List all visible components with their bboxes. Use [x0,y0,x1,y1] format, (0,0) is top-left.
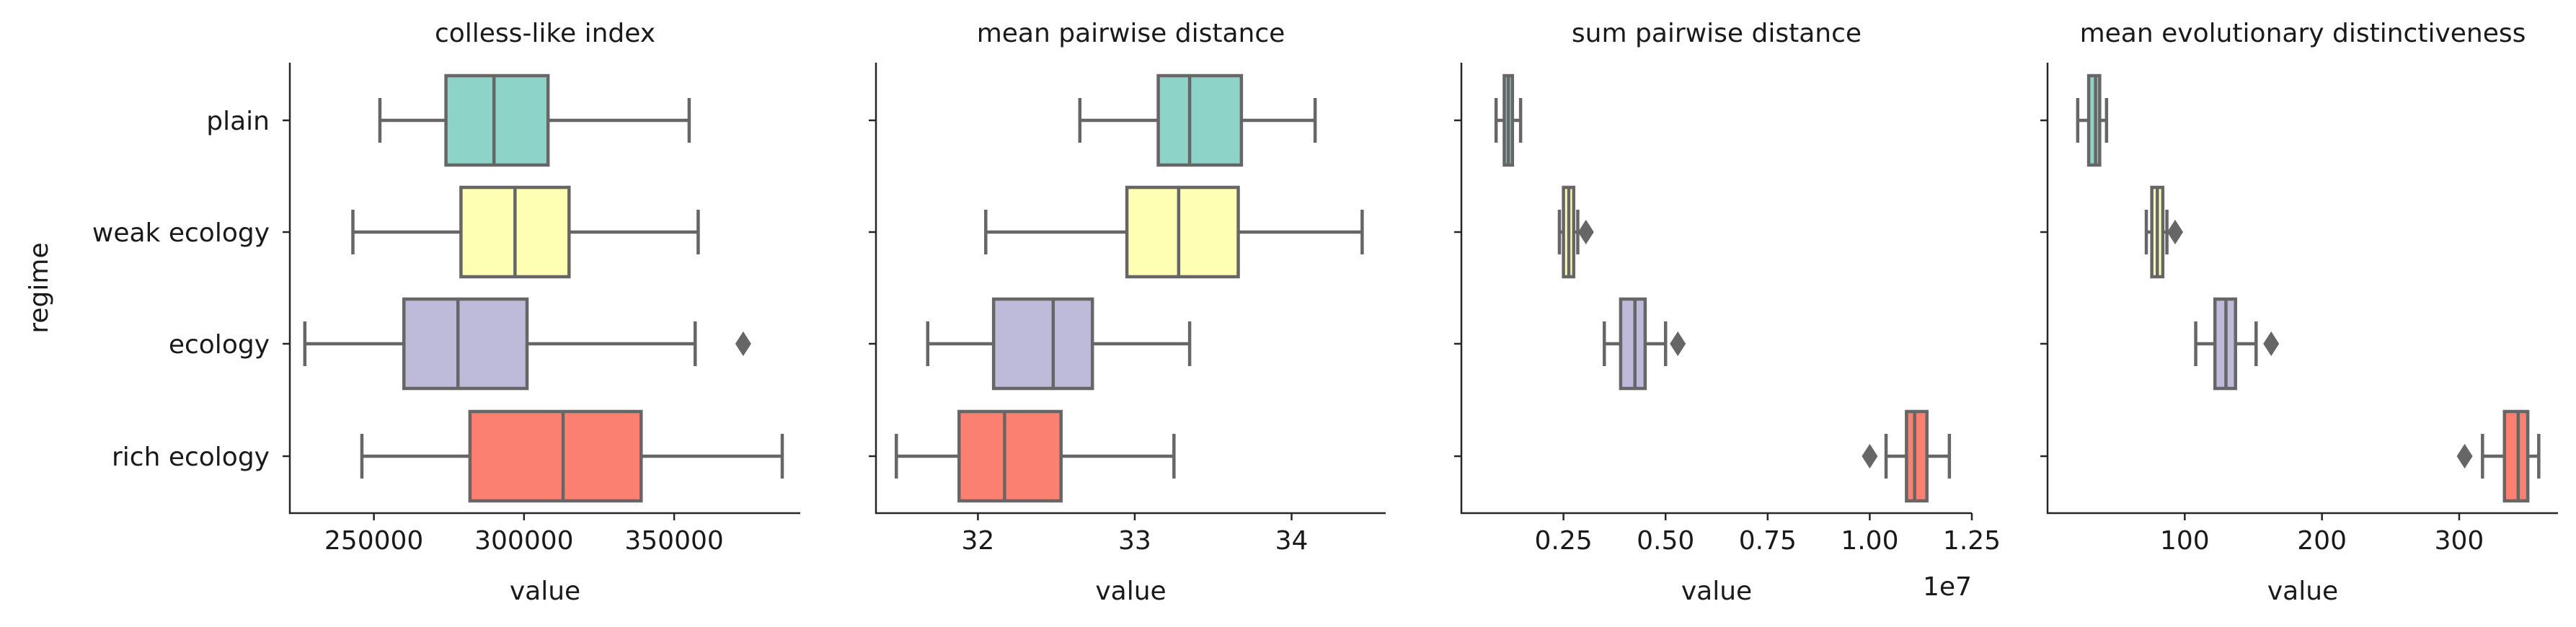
iqr-box [957,409,1063,503]
x-tick-label: 1.25 [1943,526,2001,556]
box-plain [378,74,691,167]
outlier-marker [2263,331,2280,357]
outlier-marker [2167,219,2183,245]
iqr-box [1619,297,1647,391]
box-weak-ecology [1557,185,1594,279]
outlier-marker [2456,443,2473,469]
iqr-box [1125,185,1240,279]
box-rich-ecology [1862,409,1952,503]
box-ecology [2194,297,2280,391]
y-axis-label: regime [25,242,54,333]
x-tick-label: 33 [1118,526,1151,556]
iqr-box [991,297,1094,391]
outlier-marker [1577,219,1594,245]
panel-4: mean evolutionary distinctiveness 100 200 3… [2040,19,2558,606]
box-plain [1494,74,1523,167]
x-axis-label: value [2267,577,2338,606]
iqr-box [1905,409,1929,503]
x-tick-label: 300000 [474,526,573,556]
x-tick-label: 300 [2435,526,2484,556]
x-axis-label: value [1095,577,1166,606]
box-plain [1078,74,1317,167]
x-tick-label: 0.75 [1739,526,1797,556]
box-plain [2076,74,2109,167]
x-axis-label: value [510,577,580,606]
x-tick-label: 250000 [324,526,423,556]
outlier-marker [1862,443,1878,469]
iqr-box [2502,409,2530,503]
x-tick-label: 100 [2160,526,2210,556]
outlier-marker [1670,331,1686,357]
y-tick-label: plain [206,107,270,136]
box-ecology [303,297,751,391]
iqr-box [1156,74,1244,167]
x-tick-label: 1.00 [1841,526,1898,556]
panel-title: colless-like index [435,19,655,48]
panel-3: sum pairwise distance 0.25 0.50 0.75 1.00 1.2… [1454,19,2001,606]
y-tick-label: weak ecology [92,218,270,248]
panel-2: mean pairwise distance 32 33 34 value [869,19,1386,606]
box-rich-ecology [895,409,1176,503]
x-tick-label: 32 [961,526,994,556]
box-rich-ecology [360,409,784,503]
x-tick-label: 0.25 [1535,526,1593,556]
panel-title: mean evolutionary distinctiveness [2080,19,2526,48]
panel-1: colless-like index plain weak ecology ecolo… [25,19,800,606]
box-ecology [926,297,1192,391]
iqr-box [468,409,643,503]
x-axis-label: value [1681,577,1752,606]
box-weak-ecology [351,185,700,279]
y-tick-label: ecology [169,330,270,360]
x-tick-label: 350000 [624,526,723,556]
iqr-box [402,297,529,391]
x-tick-label: 34 [1275,526,1309,556]
panel-title: mean pairwise distance [977,19,1285,48]
y-tick-label: rich ecology [112,443,270,472]
box-weak-ecology [984,185,1364,279]
iqr-box [444,74,550,167]
box-rich-ecology [2456,409,2541,503]
panel-title: sum pairwise distance [1572,19,1862,48]
box-weak-ecology [2144,185,2183,279]
outlier-marker [735,331,751,357]
x-offset-label: 1e7 [1923,572,1972,602]
x-tick-label: 0.50 [1637,526,1694,556]
box-ecology [1602,297,1686,391]
x-tick-label: 200 [2297,526,2347,556]
